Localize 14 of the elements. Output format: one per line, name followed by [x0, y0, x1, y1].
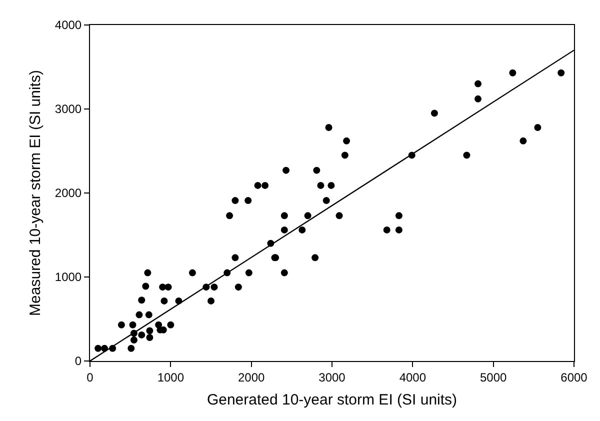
- y-tick-label: 2000: [54, 186, 82, 200]
- x-tick-label: 4000: [399, 370, 426, 384]
- x-tick-label: 1000: [157, 370, 184, 384]
- y-axis-title: Measured 10-year storm EI (SI units): [27, 70, 44, 316]
- y-tick-label: 3000: [54, 102, 82, 116]
- y-tick-label: 0: [74, 354, 82, 368]
- x-tick-label: 5000: [480, 370, 507, 384]
- y-tick-label: 4000: [54, 18, 82, 32]
- x-tick-label: 3000: [318, 370, 346, 384]
- y-tick-label: 1000: [54, 270, 82, 284]
- x-tick-label: 6000: [560, 370, 588, 384]
- x-axis-title: Generated 10-year storm EI (SI units): [206, 391, 458, 408]
- x-tick-label: 0: [86, 370, 94, 384]
- x-tick-label: 2000: [238, 370, 265, 384]
